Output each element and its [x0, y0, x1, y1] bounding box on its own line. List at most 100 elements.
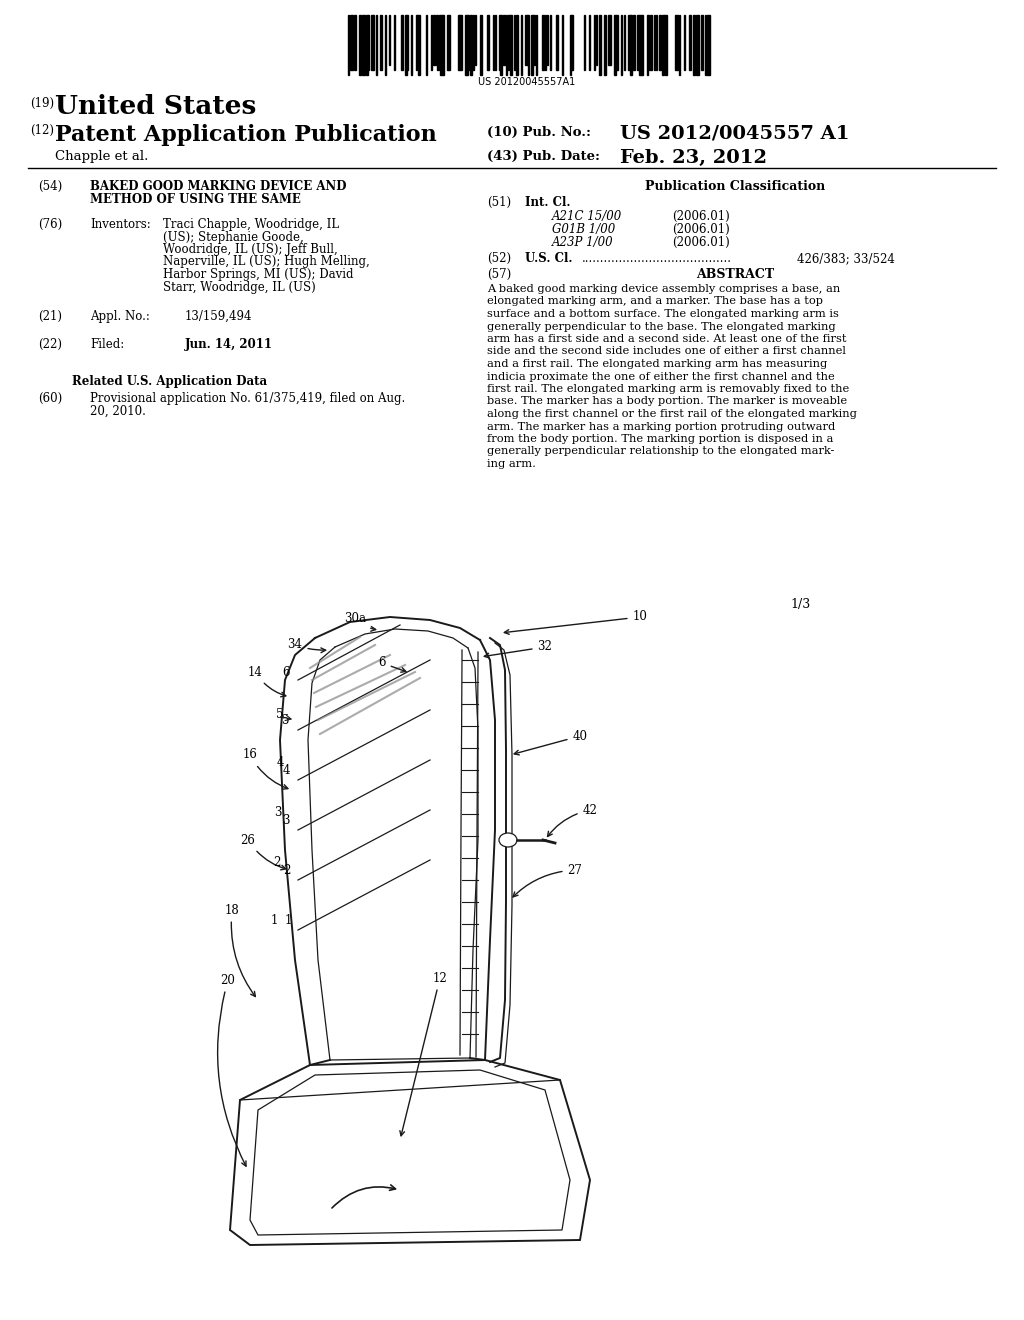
Text: 3: 3 [274, 807, 282, 820]
Text: 32: 32 [484, 640, 552, 657]
Text: (54): (54) [38, 180, 62, 193]
Text: 13/159,494: 13/159,494 [185, 310, 253, 323]
Text: METHOD OF USING THE SAME: METHOD OF USING THE SAME [90, 193, 301, 206]
Text: Patent Application Publication: Patent Application Publication [55, 124, 437, 147]
Text: (2006.01): (2006.01) [672, 223, 730, 236]
Bar [401, 15, 403, 70]
Bar [628, 15, 630, 70]
Text: (51): (51) [487, 195, 511, 209]
Bar [460, 15, 462, 70]
Bar [406, 15, 407, 75]
Text: US 2012/0045557 A1: US 2012/0045557 A1 [620, 124, 850, 143]
Text: (US); Stephanie Goode,: (US); Stephanie Goode, [163, 231, 304, 243]
Bar [366, 15, 368, 75]
Text: Jun. 14, 2011: Jun. 14, 2011 [185, 338, 273, 351]
Bar [616, 15, 618, 70]
Bar [503, 15, 505, 65]
Text: 6: 6 [378, 656, 406, 672]
Bar [534, 15, 535, 65]
Text: (43) Pub. Date:: (43) Pub. Date: [487, 150, 600, 162]
Text: along the first channel or the first rail of the elongated marking: along the first channel or the first rai… [487, 409, 857, 418]
Text: 5: 5 [283, 714, 290, 726]
Text: Related U.S. Application Data: Related U.S. Application Data [73, 375, 267, 388]
Text: Harbor Springs, MI (US); David: Harbor Springs, MI (US); David [163, 268, 353, 281]
Text: 26: 26 [241, 833, 286, 870]
Text: 34: 34 [288, 639, 326, 652]
Text: Int. Cl.: Int. Cl. [525, 195, 570, 209]
Text: Inventors:: Inventors: [90, 218, 151, 231]
Polygon shape [280, 616, 495, 1065]
Text: 30a: 30a [344, 611, 376, 631]
Text: 12: 12 [400, 972, 447, 1135]
Text: generally perpendicular relationship to the elongated mark-: generally perpendicular relationship to … [487, 446, 835, 457]
Text: generally perpendicular to the base. The elongated marking: generally perpendicular to the base. The… [487, 322, 836, 331]
Text: (10) Pub. No.:: (10) Pub. No.: [487, 125, 591, 139]
Bar [637, 15, 639, 70]
Text: U.S. Cl.: U.S. Cl. [525, 252, 572, 265]
Text: US 20120045557A1: US 20120045557A1 [478, 77, 575, 87]
Text: A23P 1/00: A23P 1/00 [552, 236, 613, 249]
Bar [662, 15, 664, 75]
Text: and a first rail. The elongated marking arm has measuring: and a first rail. The elongated marking … [487, 359, 827, 370]
Bar [500, 15, 502, 75]
Text: 10: 10 [504, 610, 647, 635]
Text: Traci Chapple, Woodridge, IL: Traci Chapple, Woodridge, IL [163, 218, 339, 231]
Bar [380, 15, 382, 70]
Text: BAKED GOOD MARKING DEVICE AND: BAKED GOOD MARKING DEVICE AND [90, 180, 346, 193]
Text: (12): (12) [30, 124, 54, 137]
Bar [665, 15, 667, 75]
Text: ing arm.: ing arm. [487, 459, 536, 469]
Text: G01B 1/00: G01B 1/00 [552, 223, 615, 236]
Bar [639, 15, 641, 75]
Text: 1: 1 [285, 913, 292, 927]
Text: A baked good marking device assembly comprises a base, an: A baked good marking device assembly com… [487, 284, 841, 294]
Text: 6: 6 [283, 667, 290, 680]
Text: first rail. The elongated marking arm is removably fixed to the: first rail. The elongated marking arm is… [487, 384, 849, 393]
Bar [480, 15, 482, 75]
Text: surface and a bottom surface. The elongated marking arm is: surface and a bottom surface. The elonga… [487, 309, 839, 319]
Text: (2006.01): (2006.01) [672, 236, 730, 249]
Text: 18: 18 [224, 903, 255, 997]
Text: 16: 16 [243, 748, 288, 789]
Bar [633, 15, 635, 70]
Bar [693, 15, 695, 75]
Text: 1/3: 1/3 [790, 598, 810, 611]
Text: indicia proximate the one of either the first channel and the: indicia proximate the one of either the … [487, 371, 835, 381]
Text: 20: 20 [218, 974, 246, 1166]
Text: 5: 5 [276, 709, 284, 722]
Bar [599, 15, 601, 75]
Text: Filed:: Filed: [90, 338, 124, 351]
Text: Appl. No.:: Appl. No.: [90, 310, 150, 323]
Text: Naperville, IL (US); Hugh Melling,: Naperville, IL (US); Hugh Melling, [163, 256, 370, 268]
Text: arm. The marker has a marking portion protruding outward: arm. The marker has a marking portion pr… [487, 421, 836, 432]
Text: Chapple et al.: Chapple et al. [55, 150, 148, 162]
Text: 2: 2 [273, 857, 281, 870]
Text: 3: 3 [283, 813, 290, 826]
Bar [542, 15, 544, 70]
Text: 20, 2010.: 20, 2010. [90, 404, 145, 417]
Bar [650, 15, 652, 70]
Text: (22): (22) [38, 338, 62, 351]
Bar [689, 15, 691, 70]
Text: 1: 1 [270, 913, 278, 927]
Text: A21C 15/00: A21C 15/00 [552, 210, 623, 223]
Text: ABSTRACT: ABSTRACT [696, 268, 774, 281]
Text: side and the second side includes one of either a first channel: side and the second side includes one of… [487, 346, 846, 356]
Text: (76): (76) [38, 218, 62, 231]
Bar [362, 15, 365, 75]
Text: (21): (21) [38, 310, 62, 323]
Bar [708, 15, 710, 75]
Bar [608, 15, 611, 65]
Text: (19): (19) [30, 96, 54, 110]
Text: Publication Classification: Publication Classification [645, 180, 825, 193]
Text: Provisional application No. 61/375,419, filed on Aug.: Provisional application No. 61/375,419, … [90, 392, 406, 405]
Text: 27: 27 [513, 863, 583, 896]
Bar [440, 15, 443, 75]
Text: 4: 4 [276, 756, 284, 770]
Ellipse shape [499, 833, 517, 847]
Bar [354, 15, 356, 70]
Text: 426/383; 33/524: 426/383; 33/524 [797, 252, 895, 265]
Bar [433, 15, 435, 65]
Text: (2006.01): (2006.01) [672, 210, 730, 223]
Bar [350, 15, 353, 70]
